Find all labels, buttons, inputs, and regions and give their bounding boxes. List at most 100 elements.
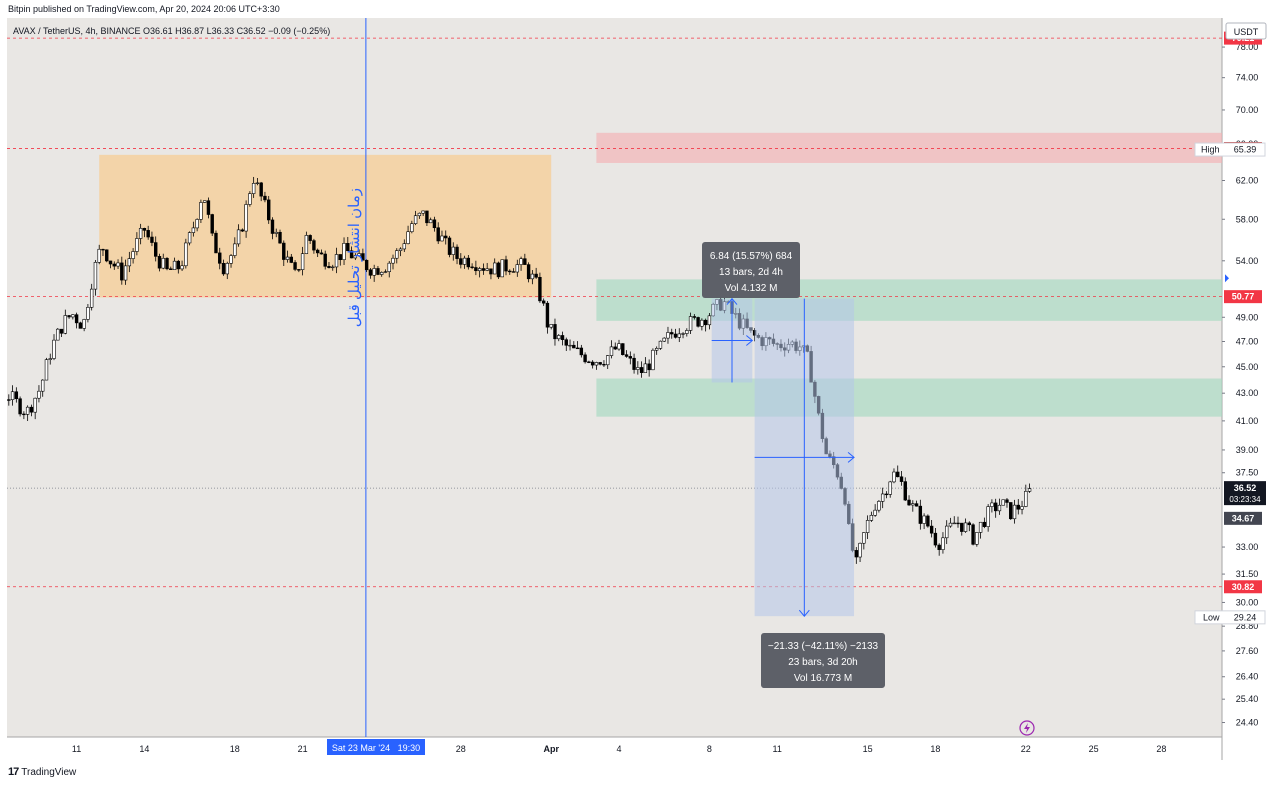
candle-body — [508, 270, 512, 273]
candle-body — [549, 324, 553, 328]
candle-body — [692, 316, 697, 318]
candle-body — [873, 509, 877, 516]
candle-body — [971, 524, 975, 545]
y-tick-label: 26.40 — [1236, 672, 1259, 682]
candle-body — [97, 248, 101, 263]
candle-body — [485, 268, 489, 271]
tooltip-up-line1: 6.84 (15.57%) 684 — [710, 251, 793, 262]
candle-body — [877, 501, 881, 511]
low-tag-bg — [1194, 610, 1266, 625]
candle-body — [688, 316, 693, 331]
candle-body — [515, 264, 520, 273]
candle-body — [7, 399, 11, 401]
candle-body — [941, 537, 945, 550]
x-tick-label: Apr — [543, 744, 559, 754]
candle-body — [858, 542, 862, 558]
high-tag-label: High — [1201, 145, 1220, 155]
high-tag-bg — [1194, 142, 1266, 157]
candle-body — [896, 471, 900, 478]
candle-body — [89, 288, 94, 308]
candle-body — [436, 227, 440, 242]
label-50-77: 50.77 — [1232, 292, 1255, 302]
candle-body — [1024, 490, 1028, 507]
candle-body — [67, 315, 71, 318]
candle-body — [696, 317, 700, 327]
candle-body — [647, 363, 651, 371]
candle-body — [470, 266, 474, 268]
candle-body — [914, 503, 919, 507]
candle-body — [926, 515, 930, 527]
tooltip-up-line3: Vol 4.132 M — [725, 283, 778, 294]
candle-body — [658, 340, 663, 349]
candle-body — [10, 391, 15, 400]
published-caption: Bitpin published on TradingView.com, Apr… — [8, 4, 280, 14]
candle-body — [116, 262, 120, 267]
hlines-layer — [7, 18, 1222, 737]
candle-body — [624, 354, 629, 357]
candle-body — [52, 339, 56, 359]
candle-body — [417, 212, 422, 217]
candle-body — [523, 258, 527, 265]
range-box-0 — [99, 154, 552, 298]
candle-body — [274, 231, 278, 234]
candle-body — [956, 522, 960, 525]
candle-body — [334, 254, 339, 268]
candle-body — [1009, 502, 1013, 520]
x-tick-label: 18 — [930, 744, 940, 754]
candle-body — [319, 252, 324, 255]
y-tick-label: 28.80 — [1236, 621, 1259, 631]
candle-body — [707, 315, 712, 326]
price-range-arrow-v-4 — [726, 297, 738, 305]
candle-body — [862, 532, 866, 544]
candle-body — [572, 344, 576, 349]
tradingview-logo[interactable]: 17 TradingView — [8, 766, 76, 778]
candle-body — [700, 319, 704, 327]
candle-body — [945, 525, 949, 539]
x-tick-label: 21 — [298, 744, 308, 754]
chart-container[interactable]: 78.0074.0070.0066.0062.0058.0054.0049.00… — [0, 18, 1273, 760]
candle-body — [933, 532, 938, 546]
candle-body — [579, 347, 584, 356]
candle-body — [14, 391, 19, 400]
symbol-legend[interactable]: AVAX / TetherUS, 4h, BINANCE O36.61 H36.… — [13, 26, 330, 36]
candlestick-chart[interactable]: 78.0074.0070.0066.0062.0058.0054.0049.00… — [0, 18, 1273, 760]
candle-body — [112, 263, 116, 267]
candle-body — [59, 328, 64, 334]
candle-body — [165, 257, 169, 270]
candle-body — [451, 246, 455, 255]
candle-body — [150, 236, 154, 243]
candle-body — [583, 354, 587, 363]
candle-body — [376, 268, 380, 275]
candle-body — [225, 263, 229, 275]
currency-badge[interactable]: USDT — [1225, 22, 1267, 40]
candle-body — [240, 229, 245, 232]
candle-body — [101, 248, 105, 251]
candle-body — [892, 471, 896, 483]
resistance-zone-1 — [596, 132, 1222, 163]
time-axis[interactable]: 11 14 18 21 28 Apr 4 8 11 15 18 22 25 28 — [72, 744, 1166, 754]
lightning-icon[interactable] — [1019, 720, 1035, 736]
candle-body — [511, 271, 516, 273]
label-34-67-bg — [1224, 511, 1262, 525]
candle-body — [606, 355, 610, 366]
y-tick-label: 27.60 — [1236, 646, 1259, 656]
label-30-82-bg — [1224, 580, 1262, 594]
measures-layer — [711, 297, 855, 617]
x-tick-label: 15 — [863, 744, 873, 754]
candle-body — [304, 235, 309, 254]
tooltip-up: 6.84 (15.57%) 684 13 bars, 2d 4h Vol 4.1… — [702, 242, 800, 298]
candle-body — [651, 349, 655, 371]
candle-body — [71, 314, 75, 318]
candle-body — [18, 398, 22, 415]
candle-body — [270, 219, 275, 234]
last-price-label: 36.52 — [1234, 483, 1257, 493]
candle-body — [997, 504, 1002, 512]
candle-body — [428, 219, 433, 224]
candle-body — [447, 237, 452, 255]
candle-body — [229, 255, 233, 264]
candle-body — [907, 499, 911, 506]
candle-body — [967, 522, 972, 526]
x-tick-label: 14 — [139, 744, 149, 754]
candle-body — [869, 514, 874, 521]
y-tick-label: 33.00 — [1236, 542, 1259, 552]
